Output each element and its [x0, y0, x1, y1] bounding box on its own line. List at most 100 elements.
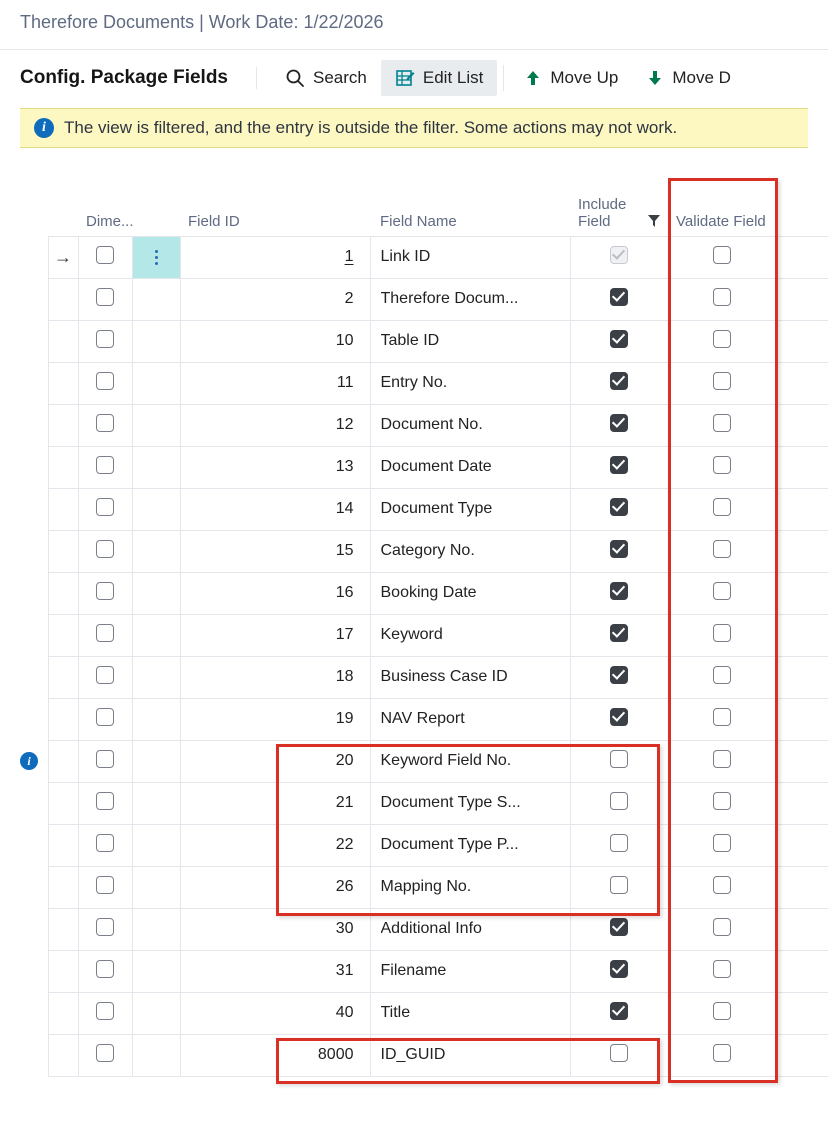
- checkbox-icon[interactable]: [96, 330, 114, 348]
- table-row[interactable]: 19NAV Report: [20, 698, 828, 740]
- checkbox-icon[interactable]: [96, 414, 114, 432]
- table-row[interactable]: 30Additional Info: [20, 908, 828, 950]
- table-row[interactable]: 22Document Type P...: [20, 824, 828, 866]
- checkbox-icon[interactable]: [713, 960, 731, 978]
- table-row[interactable]: 8000ID_GUID: [20, 1034, 828, 1076]
- validate-checkbox-cell[interactable]: [668, 782, 776, 824]
- dime-checkbox-cell[interactable]: [78, 362, 132, 404]
- include-checkbox-cell[interactable]: [570, 740, 668, 782]
- checkbox-icon[interactable]: [610, 1002, 628, 1020]
- field-id-cell[interactable]: 1: [180, 236, 370, 278]
- dime-checkbox-cell[interactable]: [78, 446, 132, 488]
- include-checkbox-cell[interactable]: [570, 656, 668, 698]
- dime-checkbox-cell[interactable]: [78, 530, 132, 572]
- validate-checkbox-cell[interactable]: [668, 698, 776, 740]
- table-row[interactable]: 21Document Type S...: [20, 782, 828, 824]
- include-checkbox-cell[interactable]: [570, 824, 668, 866]
- include-checkbox-cell[interactable]: [570, 572, 668, 614]
- validate-checkbox-cell[interactable]: [668, 488, 776, 530]
- validate-checkbox-cell[interactable]: [668, 572, 776, 614]
- row-menu-button[interactable]: [132, 320, 180, 362]
- row-menu-button[interactable]: [132, 614, 180, 656]
- checkbox-icon[interactable]: [713, 330, 731, 348]
- row-menu-button[interactable]: [132, 698, 180, 740]
- move-up-button[interactable]: Move Up: [510, 60, 632, 96]
- checkbox-icon[interactable]: [713, 288, 731, 306]
- checkbox-icon[interactable]: [713, 624, 731, 642]
- field-id-cell[interactable]: 2: [180, 278, 370, 320]
- checkbox-icon[interactable]: [713, 792, 731, 810]
- validate-checkbox-cell[interactable]: [668, 236, 776, 278]
- checkbox-icon[interactable]: [96, 1002, 114, 1020]
- field-id-cell[interactable]: 15: [180, 530, 370, 572]
- checkbox-icon[interactable]: [96, 498, 114, 516]
- field-id-cell[interactable]: 16: [180, 572, 370, 614]
- checkbox-icon[interactable]: [96, 246, 114, 264]
- validate-checkbox-cell[interactable]: [668, 740, 776, 782]
- table-row[interactable]: 2Therefore Docum...: [20, 278, 828, 320]
- checkbox-icon[interactable]: [610, 456, 628, 474]
- checkbox-icon[interactable]: [610, 372, 628, 390]
- row-menu-button[interactable]: [132, 530, 180, 572]
- field-id-cell[interactable]: 13: [180, 446, 370, 488]
- checkbox-icon[interactable]: [610, 960, 628, 978]
- table-row[interactable]: 26Mapping No.: [20, 866, 828, 908]
- checkbox-icon[interactable]: [610, 498, 628, 516]
- checkbox-icon[interactable]: [610, 330, 628, 348]
- checkbox-icon[interactable]: [96, 792, 114, 810]
- checkbox-icon[interactable]: [713, 246, 731, 264]
- field-id-cell[interactable]: 21: [180, 782, 370, 824]
- col-header-validate[interactable]: Validate Field: [668, 178, 776, 236]
- row-menu-button[interactable]: [132, 782, 180, 824]
- include-checkbox-cell[interactable]: [570, 1034, 668, 1076]
- field-id-cell[interactable]: 18: [180, 656, 370, 698]
- checkbox-icon[interactable]: [96, 372, 114, 390]
- field-id-cell[interactable]: 40: [180, 992, 370, 1034]
- dime-checkbox-cell[interactable]: [78, 992, 132, 1034]
- checkbox-icon[interactable]: [96, 666, 114, 684]
- checkbox-icon[interactable]: [96, 540, 114, 558]
- search-button[interactable]: Search: [271, 60, 381, 96]
- checkbox-icon[interactable]: [713, 372, 731, 390]
- field-id-cell[interactable]: 20: [180, 740, 370, 782]
- dime-checkbox-cell[interactable]: [78, 614, 132, 656]
- include-checkbox-cell[interactable]: [570, 782, 668, 824]
- table-row[interactable]: 40Title: [20, 992, 828, 1034]
- validate-checkbox-cell[interactable]: [668, 656, 776, 698]
- checkbox-icon[interactable]: [713, 666, 731, 684]
- checkbox-icon[interactable]: [96, 624, 114, 642]
- dime-checkbox-cell[interactable]: [78, 824, 132, 866]
- checkbox-icon[interactable]: [610, 708, 628, 726]
- row-menu-button[interactable]: [132, 362, 180, 404]
- checkbox-icon[interactable]: [610, 792, 628, 810]
- col-header-include[interactable]: Include Field: [570, 178, 668, 236]
- validate-checkbox-cell[interactable]: [668, 992, 776, 1034]
- include-checkbox-cell[interactable]: [570, 908, 668, 950]
- checkbox-icon[interactable]: [610, 834, 628, 852]
- checkbox-icon[interactable]: [713, 414, 731, 432]
- validate-checkbox-cell[interactable]: [668, 614, 776, 656]
- checkbox-icon[interactable]: [713, 498, 731, 516]
- row-menu-button[interactable]: [132, 446, 180, 488]
- dime-checkbox-cell[interactable]: [78, 1034, 132, 1076]
- checkbox-icon[interactable]: [96, 288, 114, 306]
- field-id-cell[interactable]: 8000: [180, 1034, 370, 1076]
- dime-checkbox-cell[interactable]: [78, 698, 132, 740]
- include-checkbox-cell[interactable]: [570, 362, 668, 404]
- table-row[interactable]: 11Entry No.: [20, 362, 828, 404]
- checkbox-icon[interactable]: [713, 708, 731, 726]
- field-id-cell[interactable]: 22: [180, 824, 370, 866]
- checkbox-icon[interactable]: [713, 1002, 731, 1020]
- checkbox-icon[interactable]: [96, 918, 114, 936]
- checkbox-icon[interactable]: [713, 540, 731, 558]
- validate-checkbox-cell[interactable]: [668, 320, 776, 362]
- row-menu-button[interactable]: [132, 488, 180, 530]
- row-menu-button[interactable]: [132, 278, 180, 320]
- checkbox-icon[interactable]: [610, 876, 628, 894]
- row-menu-button[interactable]: [132, 740, 180, 782]
- dime-checkbox-cell[interactable]: [78, 572, 132, 614]
- include-checkbox-cell[interactable]: [570, 992, 668, 1034]
- checkbox-icon[interactable]: [96, 1044, 114, 1062]
- checkbox-icon[interactable]: [610, 414, 628, 432]
- dime-checkbox-cell[interactable]: [78, 320, 132, 362]
